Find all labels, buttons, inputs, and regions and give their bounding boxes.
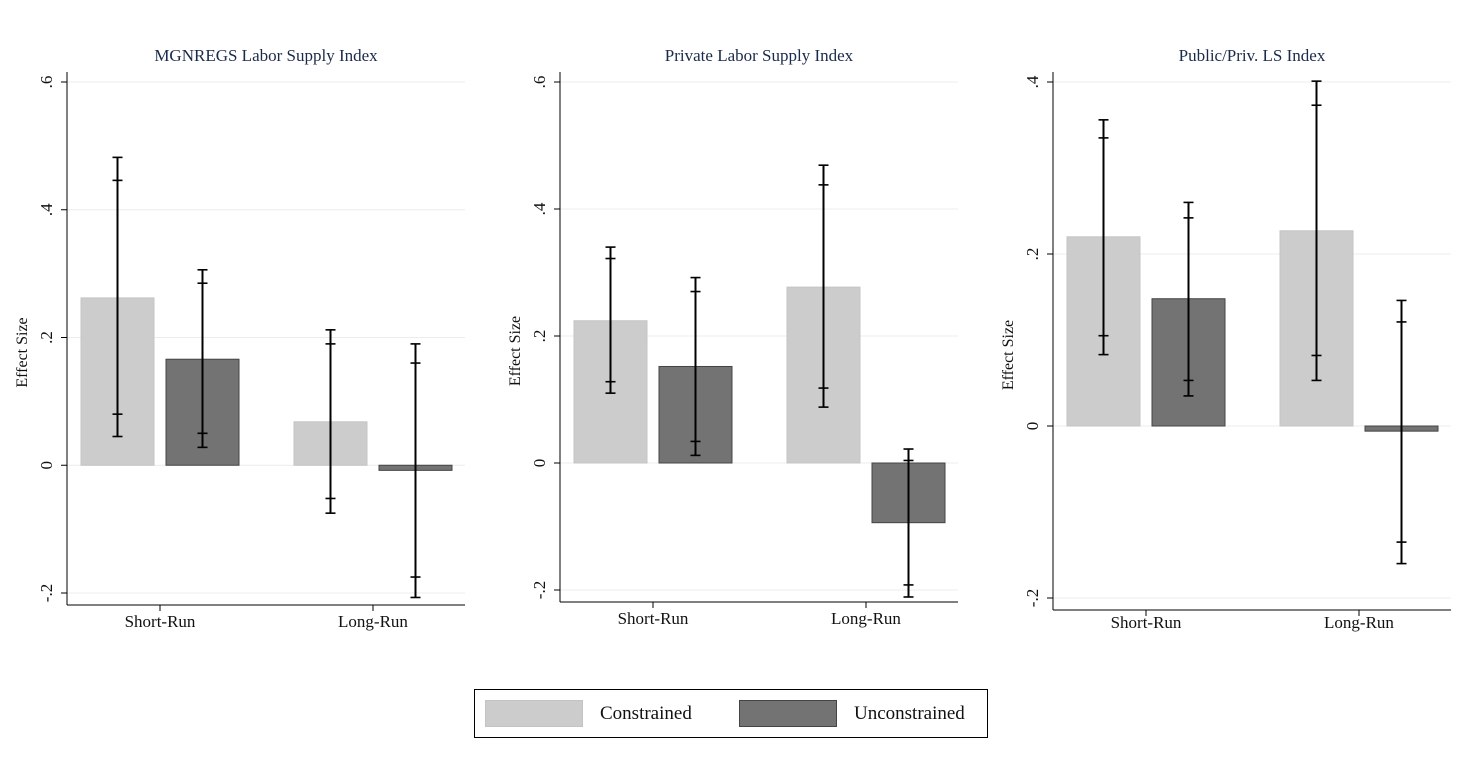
x-tick-label: Short-Run [618, 609, 689, 628]
legend: Constrained Unconstrained [474, 689, 988, 738]
y-tick-label: .6 [37, 76, 56, 89]
y-tick-label: .4 [1023, 75, 1042, 88]
x-tick-label: Long-Run [338, 612, 408, 631]
chart-title: MGNREGS Labor Supply Index [154, 46, 378, 65]
x-tick-label: Long-Run [1324, 613, 1394, 632]
y-tick-label: 0 [1023, 422, 1042, 431]
y-tick-label: .2 [530, 330, 549, 343]
y-tick-label: -.2 [37, 584, 56, 602]
x-tick-label: Long-Run [831, 609, 901, 628]
y-tick-label: .4 [37, 203, 56, 216]
y-tick-label: 0 [37, 461, 56, 470]
panel-2: Private Labor Supply Index Effect Size -.2… [507, 46, 958, 628]
y-tick-label: .2 [1023, 248, 1042, 261]
panel-1: MGNREGS Labor Supply Index Effect Size -.2… [14, 46, 465, 631]
y-tick-label: .6 [530, 76, 549, 89]
legend-label-unconstrained: Unconstrained [854, 703, 965, 724]
chart-title: Public/Priv. LS Index [1179, 46, 1326, 65]
legend-label-constrained: Constrained [600, 703, 692, 724]
y-axis-label: Effect Size [14, 317, 31, 387]
chart-title: Private Labor Supply Index [665, 46, 854, 65]
figure: MGNREGS Labor Supply Index Effect Size -.2… [14, 46, 1451, 632]
y-tick-label: .2 [37, 331, 56, 344]
y-tick-label: -.2 [530, 581, 549, 599]
y-axis-label: Effect Size [507, 316, 524, 386]
legend-swatch-constrained [485, 700, 583, 727]
legend-swatch-unconstrained [739, 700, 837, 727]
y-tick-label: 0 [530, 459, 549, 468]
y-tick-label: .4 [530, 202, 549, 215]
panel-3: Public/Priv. LS Index Effect Size -.2 0 .2 .4… [1000, 46, 1451, 632]
x-tick-label: Short-Run [1111, 613, 1182, 632]
y-axis-label: Effect Size [1000, 320, 1017, 390]
x-tick-label: Short-Run [125, 612, 196, 631]
y-tick-label: -.2 [1023, 589, 1042, 607]
